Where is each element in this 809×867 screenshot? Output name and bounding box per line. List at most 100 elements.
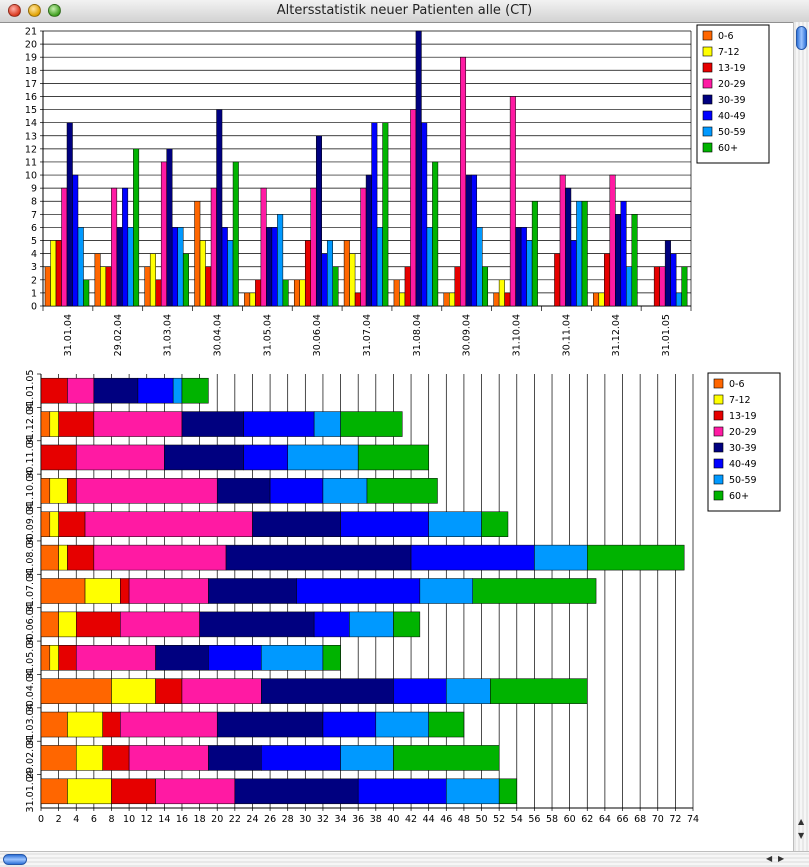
bar xyxy=(360,187,367,307)
bar-segment xyxy=(261,645,324,671)
x-tick-label: 60 xyxy=(564,814,576,825)
bar xyxy=(160,161,167,307)
bar xyxy=(55,240,62,307)
zoom-window-button[interactable] xyxy=(48,4,61,17)
x-tick-label: 31.12.04 xyxy=(611,314,622,356)
bar xyxy=(493,292,500,307)
y-tick-label: 11 xyxy=(25,157,37,168)
bar-segment xyxy=(75,745,103,771)
y-tick-label: 6 xyxy=(31,223,37,234)
bar xyxy=(149,253,156,307)
x-tick-label: 70 xyxy=(652,814,664,825)
scroll-right-arrow-icon[interactable]: ▶ xyxy=(778,854,785,863)
bar-segment xyxy=(481,511,509,537)
horizontal-scrollbar[interactable]: ◀ ▶ xyxy=(0,851,809,867)
close-window-button[interactable] xyxy=(8,4,21,17)
x-tick-label: 14 xyxy=(158,814,170,825)
y-tick-label: 19 xyxy=(25,53,37,64)
scroll-up-arrow-icon[interactable]: ▲ xyxy=(798,817,805,826)
legend-label: 0-6 xyxy=(718,31,734,42)
bar xyxy=(271,227,278,307)
legend-label: 20-29 xyxy=(729,427,757,438)
x-tick-label: 52 xyxy=(493,814,505,825)
bar xyxy=(675,292,682,307)
bar xyxy=(304,240,311,307)
scroll-left-arrow-icon[interactable]: ◀ xyxy=(766,854,773,863)
bar-segment xyxy=(67,711,103,738)
bar-segment xyxy=(120,711,218,738)
scroll-down-arrow-icon[interactable]: ▼ xyxy=(798,831,805,840)
bar xyxy=(393,279,400,307)
vertical-scroll-thumb[interactable] xyxy=(796,26,807,50)
x-tick-label: 66 xyxy=(616,814,628,825)
x-tick-label: 30.09.04 xyxy=(462,314,473,356)
legend-swatch xyxy=(702,110,713,121)
bar xyxy=(177,227,184,307)
bar xyxy=(371,122,378,307)
bar-segment xyxy=(322,711,377,738)
bar-segment xyxy=(296,578,421,604)
x-tick-label: 30 xyxy=(299,814,311,825)
bar-segment xyxy=(340,745,394,771)
y-tick-label: 21 xyxy=(25,27,37,38)
bar xyxy=(332,266,339,307)
bar xyxy=(415,30,422,307)
bar xyxy=(382,122,389,307)
y-tick-label: 31.05.04 xyxy=(25,637,36,679)
y-tick-label: 4 xyxy=(31,249,37,260)
bar-segment xyxy=(40,544,59,571)
bar xyxy=(321,253,328,307)
bar-segment xyxy=(587,544,685,571)
y-tick-label: 1 xyxy=(31,288,37,299)
bar-segment xyxy=(128,578,209,604)
bar-segment xyxy=(498,778,518,805)
y-tick-label: 30.06.04 xyxy=(25,603,36,645)
x-tick-label: 31.03.04 xyxy=(163,314,174,356)
bar-segment xyxy=(58,511,86,537)
y-tick-label: 16 xyxy=(25,92,37,103)
bar xyxy=(315,135,322,307)
x-tick-label: 50 xyxy=(475,814,487,825)
bar-segment xyxy=(58,544,68,571)
bar-segment xyxy=(75,478,218,504)
bar-segment xyxy=(313,611,350,638)
vertical-bar-chart: 012345678910111213141516171819202131.01.… xyxy=(25,24,770,356)
bar-segment xyxy=(49,645,59,671)
bar-segment xyxy=(357,778,447,805)
bar-segment xyxy=(410,544,535,571)
bar-segment xyxy=(67,478,77,504)
bar xyxy=(122,187,129,307)
y-tick-label: 20 xyxy=(25,40,37,51)
x-tick-label: 18 xyxy=(194,814,206,825)
bar-segment xyxy=(102,745,130,771)
bar-segment xyxy=(243,444,288,471)
y-tick-label: 31.03.04 xyxy=(25,703,36,745)
x-tick-label: 64 xyxy=(599,814,611,825)
x-tick-label: 54 xyxy=(511,814,523,825)
bar xyxy=(681,266,688,307)
bar xyxy=(111,187,118,307)
y-tick-label: 12 xyxy=(25,144,37,155)
bar xyxy=(127,227,134,307)
bar-segment xyxy=(349,611,394,638)
bar xyxy=(77,227,84,307)
bar xyxy=(166,148,173,307)
bar xyxy=(460,56,467,307)
bar xyxy=(249,292,256,307)
bar-segment xyxy=(208,745,262,771)
bar-segment xyxy=(58,411,95,437)
bar-segment xyxy=(261,745,341,771)
bar xyxy=(653,266,660,307)
horizontal-scroll-thumb[interactable] xyxy=(3,854,27,865)
minimize-window-button[interactable] xyxy=(28,4,41,17)
vertical-scrollbar[interactable]: ▲ ▼ xyxy=(793,22,809,851)
bar xyxy=(232,161,239,307)
bar-segment xyxy=(40,478,51,504)
bar xyxy=(421,122,428,307)
bar xyxy=(44,266,51,307)
x-tick-label: 40 xyxy=(387,814,399,825)
bar xyxy=(83,279,90,307)
legend-swatch xyxy=(713,378,724,389)
bar xyxy=(133,148,140,307)
y-tick-label: 18 xyxy=(25,66,37,77)
